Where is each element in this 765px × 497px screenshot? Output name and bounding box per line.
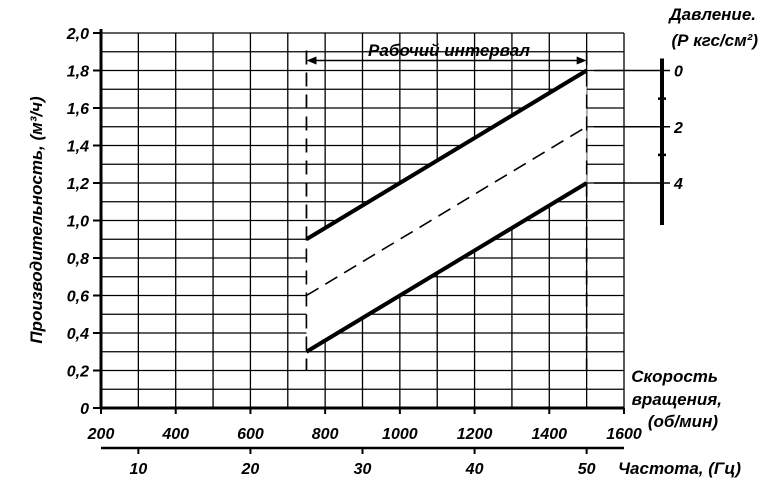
y-tick-label: 1,4 — [67, 139, 89, 156]
x-tick-label: 600 — [237, 426, 264, 443]
working-interval-label: Рабочий интервал — [368, 41, 530, 60]
frequency-tick-label: 20 — [241, 461, 260, 478]
y-tick-label: 1,2 — [67, 176, 89, 193]
y-tick-label: 0,2 — [67, 364, 89, 381]
y-tick-label: 2,0 — [66, 26, 89, 43]
arrow-head-right — [576, 56, 587, 65]
x-tick-label: 1400 — [531, 426, 567, 443]
x-tick-label: 400 — [161, 426, 189, 443]
pressure-tick-label: 2 — [673, 120, 683, 137]
arrow-head-left — [306, 56, 317, 65]
pressure-tick-label: 0 — [674, 64, 683, 81]
y-tick-label: 0,4 — [67, 326, 89, 343]
y-axis-title: Производительность, (м³/ч) — [27, 96, 46, 344]
x-tick-label: 1600 — [606, 426, 642, 443]
x-tick-label: 200 — [87, 426, 115, 443]
pressure-axis-title-line2: (Р кгс/см²) — [671, 31, 758, 50]
frequency-tick-label: 10 — [129, 461, 147, 478]
y-tick-label: 1,0 — [67, 214, 89, 231]
x-tick-label: 800 — [312, 426, 339, 443]
x-axis-title-line3: (об/мин) — [648, 412, 719, 431]
series-line-dashed — [306, 126, 588, 297]
frequency-tick-label: 50 — [578, 461, 596, 478]
frequency-tick-label: 30 — [354, 461, 372, 478]
pressure-axis-title-line1: Давление. — [667, 5, 756, 24]
x-axis-title-line1: Скорость — [631, 367, 718, 386]
pressure-tick-label: 4 — [673, 176, 683, 193]
labels: Производительность, (м³/ч) Скорость вращ… — [27, 5, 758, 478]
series-lines — [305, 50, 588, 371]
frequency-tick-label: 40 — [465, 461, 484, 478]
y-tick-label: 1,6 — [67, 101, 89, 118]
y-tick-label: 0,6 — [67, 289, 89, 306]
series-line-solid — [305, 68, 588, 241]
y-tick-label: 1,8 — [67, 64, 89, 81]
x-axis-title-line2: вращения, — [632, 390, 722, 409]
series-line-solid — [305, 181, 588, 354]
y-tick-label: 0 — [80, 401, 89, 418]
x-tick-label: 1000 — [382, 426, 418, 443]
y-tick-label: 0,8 — [67, 251, 89, 268]
x-tick-label: 1200 — [457, 426, 493, 443]
frequency-axis-title: Частота, (Гц) — [618, 459, 741, 478]
